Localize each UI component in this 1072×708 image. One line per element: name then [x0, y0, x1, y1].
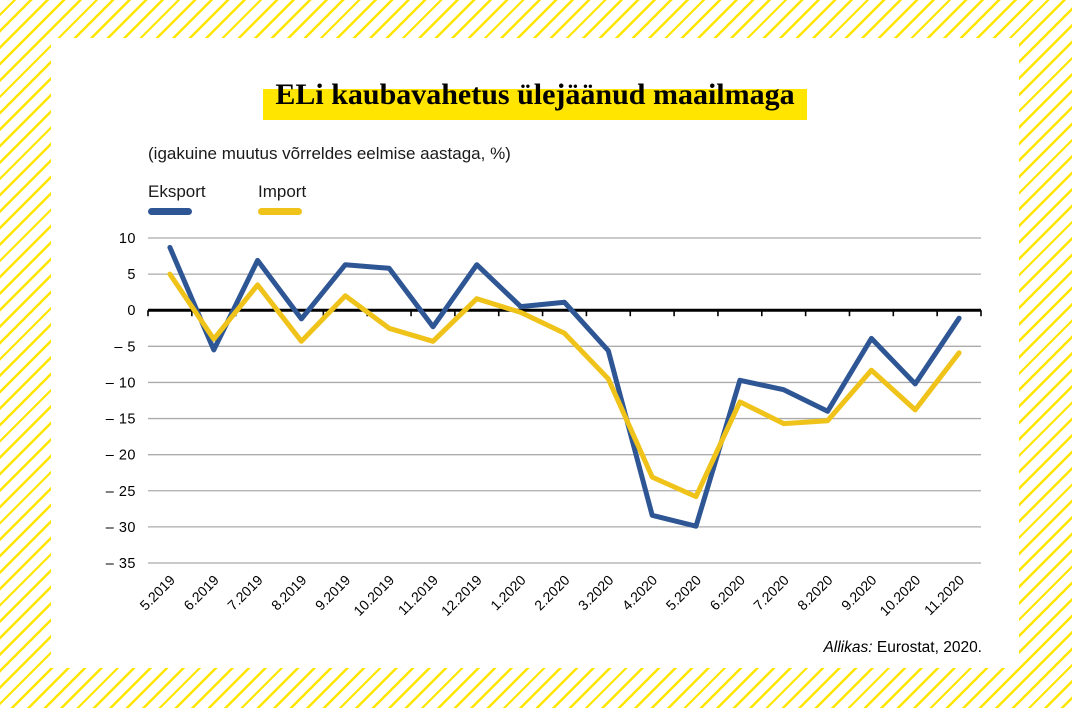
- legend-swatch-import: [258, 208, 302, 215]
- eksport-line: [167, 244, 962, 529]
- gridlines: [148, 237, 981, 564]
- x-axis-label: 2.2020: [531, 572, 573, 614]
- x-axis-label: 4.2020: [619, 572, 661, 614]
- x-axis-label: 11.2019: [395, 572, 442, 619]
- y-axis-label: – 25: [106, 484, 136, 500]
- x-axis-label: 12.2019: [438, 572, 485, 619]
- x-axis-label: 3.2020: [575, 572, 617, 614]
- x-axis-label: 7.2019: [224, 572, 266, 614]
- x-axis-labels: 5.2019 6.2019 7.2019 8.2019 9.201910.201911.…: [136, 572, 967, 619]
- y-axis-labels: 10 5 0 – 5 – 10 – 15 – 20 – 25 – 30 – 35: [106, 231, 136, 572]
- x-axis-label: 5.2020: [663, 572, 705, 614]
- x-axis-label: 8.2019: [268, 572, 310, 614]
- y-axis-label: – 35: [106, 556, 136, 572]
- x-axis-label: 7.2020: [750, 572, 792, 614]
- x-axis-label: 10.2020: [876, 572, 923, 619]
- x-axis-label: 1.2020: [487, 572, 529, 614]
- source-note: Allikas: Eurostat, 2020.: [823, 639, 982, 657]
- y-axis-label: – 10: [106, 375, 136, 391]
- y-axis-label: 0: [127, 303, 136, 319]
- x-axis-label: 6.2020: [706, 572, 748, 614]
- x-axis-label: 8.2020: [794, 572, 836, 614]
- y-axis-label: 5: [127, 267, 136, 283]
- source-text: Eurostat, 2020.: [872, 639, 982, 656]
- source-label: Allikas:: [823, 639, 873, 656]
- legend-label-eksport: Eksport: [148, 182, 206, 201]
- y-axis-label: – 15: [106, 412, 136, 428]
- legend-item-eksport: Eksport: [148, 182, 206, 215]
- x-axis-label: 5.2019: [136, 572, 178, 614]
- x-axis-label: 9.2020: [838, 572, 880, 614]
- legend-item-import: Import: [258, 182, 306, 215]
- legend-swatch-eksport: [148, 208, 192, 215]
- y-axis-label: – 5: [114, 339, 136, 355]
- page-title: ELi kaubavahetus ülejäänud maailmaga: [263, 76, 807, 120]
- x-axis-label: 11.2020: [921, 572, 968, 619]
- title-row: ELi kaubavahetus ülejäänud maailmaga: [51, 76, 1019, 120]
- import-line: [167, 271, 962, 500]
- y-axis-label: – 20: [106, 448, 136, 464]
- x-axis-label: 9.2019: [312, 572, 354, 614]
- y-axis-label: 10: [119, 231, 136, 247]
- x-axis-label: 10.2019: [350, 572, 397, 619]
- legend-label-import: Import: [258, 182, 307, 201]
- zero-axis: [147, 308, 982, 317]
- y-axis-label: – 30: [106, 520, 136, 536]
- chart-subtitle: (igakuine muutus võrreldes eelmise aasta…: [148, 144, 511, 163]
- x-axis-label: 6.2019: [180, 572, 222, 614]
